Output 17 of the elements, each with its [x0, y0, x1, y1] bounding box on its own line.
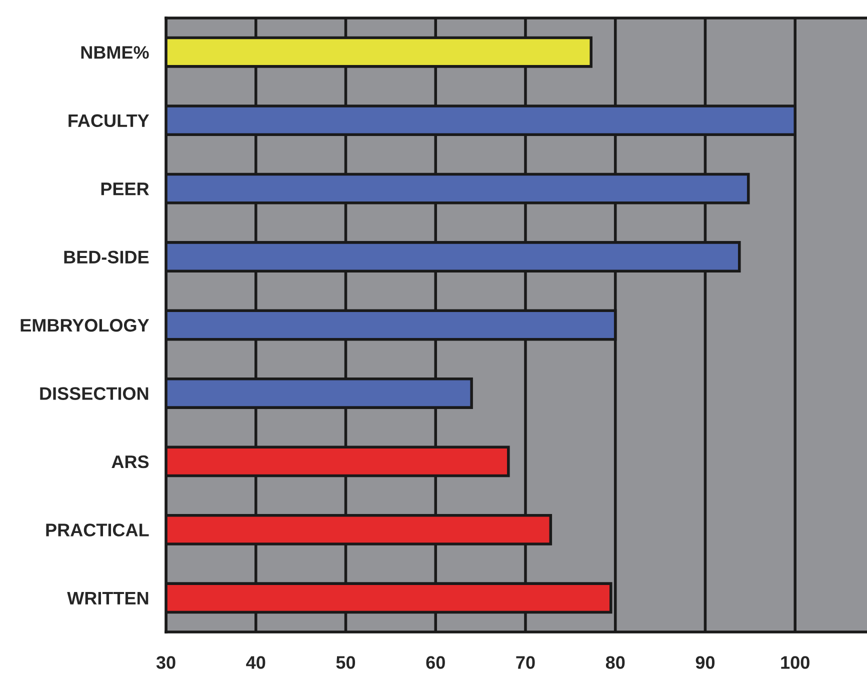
y-tick-label: ARS [112, 455, 149, 468]
x-tick-label: 40 [246, 656, 266, 669]
y-tick-label: PEER [101, 182, 149, 196]
x-tick-label: 80 [606, 656, 625, 669]
x-tick-label: 90 [696, 656, 715, 669]
y-tick-label: FACULTY [68, 114, 150, 128]
x-tick-label: 50 [336, 656, 356, 669]
y-tick-label: PRACTICAL [46, 524, 149, 536]
y-tick-label: DISSECTION [40, 387, 148, 400]
x-tick-label: 70 [516, 656, 535, 669]
x-tick-label: 60 [426, 656, 445, 669]
y-tick-label: NBME% [81, 46, 149, 59]
x-tick-label: 30 [156, 656, 176, 669]
y-tick-label: EMBRYOLOGY [20, 318, 150, 332]
x-tick-label: 100 [781, 656, 810, 669]
y-tick-label: WRITTEN [67, 592, 148, 604]
y-tick-label: BED-SIDE [64, 250, 149, 264]
